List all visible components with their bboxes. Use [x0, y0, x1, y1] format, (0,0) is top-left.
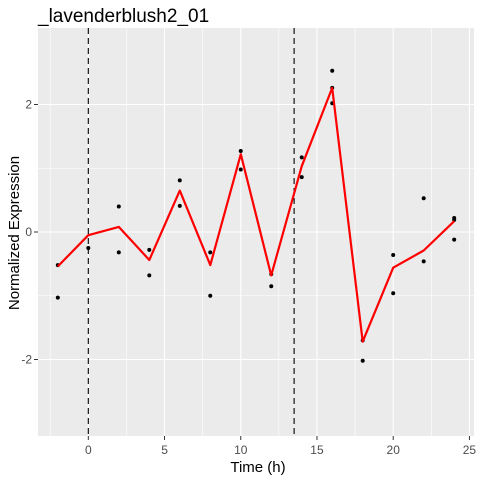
x-tick-label: 0 — [85, 443, 92, 457]
y-tick-label: 2 — [25, 98, 32, 112]
series-line — [57, 86, 455, 343]
data-point — [177, 178, 182, 183]
x-tick-label: 25 — [463, 443, 477, 457]
data-point — [147, 247, 152, 252]
data-point — [269, 284, 274, 289]
data-point — [208, 293, 213, 298]
chart-title: _lavenderblush2_01 — [37, 6, 209, 27]
data-point — [177, 203, 182, 208]
x-tick-label: 15 — [310, 443, 324, 457]
data-point — [238, 149, 243, 154]
data-point — [421, 196, 426, 201]
x-tick-label: 10 — [234, 443, 248, 457]
data-point — [299, 155, 304, 160]
data-point — [360, 358, 365, 363]
x-axis-title: Time (h) — [230, 459, 285, 476]
data-point — [208, 250, 213, 255]
y-tick-label: 0 — [25, 225, 32, 239]
data-point — [391, 252, 396, 257]
data-point — [55, 295, 60, 300]
x-axis-ticks: 0 5 10 15 20 25 — [85, 436, 476, 457]
data-point — [421, 259, 426, 264]
x-tick-label: 20 — [387, 443, 401, 457]
data-point — [391, 291, 396, 296]
data-point — [238, 167, 243, 172]
x-tick-label: 5 — [161, 443, 168, 457]
reference-lines — [87, 28, 295, 436]
data-point — [116, 250, 121, 255]
data-point — [452, 237, 457, 242]
data-point — [86, 245, 91, 250]
data-point — [116, 204, 121, 209]
y-axis-ticks: -2 0 2 — [21, 98, 38, 367]
series-lines — [57, 86, 455, 343]
data-point — [299, 175, 304, 180]
y-tick-label: -2 — [21, 353, 32, 367]
data-point — [330, 68, 335, 73]
y-axis-title: Normalized Expression — [6, 156, 23, 310]
data-point — [147, 273, 152, 278]
